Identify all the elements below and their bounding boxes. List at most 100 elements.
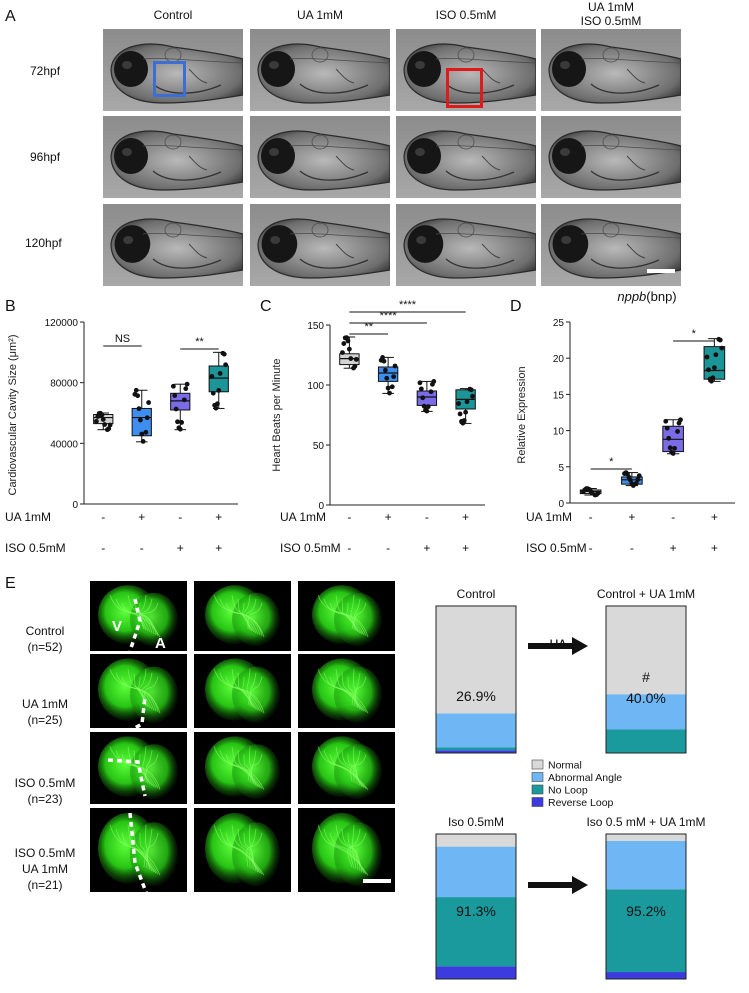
chart-d-point: [706, 367, 711, 373]
chart-d-ytick-label: 25: [553, 318, 565, 329]
treatment-label-iso: ISO 0.5mM: [280, 541, 341, 555]
bar-percentage-label: 40.0%: [626, 690, 666, 706]
chart-d-point: [709, 378, 714, 384]
legend-entry: Abnormal Angle: [548, 772, 622, 784]
chart-b-point: [133, 387, 139, 393]
chart-d-sig-label: *: [609, 456, 614, 468]
stack-segment-reverse-loop: [436, 966, 516, 979]
chart-b: Cardiovascular Cavity Size (μm²) 0 40000 8…: [7, 318, 238, 511]
treatment-label-ua: UA 1mM: [280, 510, 327, 524]
chart-c-point: [464, 399, 470, 405]
treatment-sign: -: [588, 541, 593, 555]
bar-title: Control: [457, 587, 496, 601]
treatment-sign: -: [671, 510, 676, 524]
chart-b-point: [172, 393, 178, 398]
iso-heart-highlight-box: [446, 68, 483, 108]
arrow-shaft: [528, 882, 574, 888]
chart-d-point: [675, 429, 680, 434]
chart-d-ytick-label: 5: [558, 463, 564, 474]
row-label-96hpf: 96hpf: [30, 150, 61, 164]
stack-segment-reverse-loop: [436, 750, 516, 753]
chart-b-sig-label: **: [195, 336, 204, 348]
chart-c-point: [468, 387, 474, 393]
chart-d-point: [717, 337, 723, 343]
bar-outline: [435, 833, 517, 980]
chart-c-point: [340, 350, 345, 355]
chart-d-box: [703, 346, 726, 380]
row-e-iso-l1: ISO 0.5mM: [14, 776, 76, 790]
chart-c-point: [352, 363, 358, 369]
larva-image: [396, 204, 536, 286]
chart-c-point: [346, 346, 352, 352]
chart-b-ytick-label: 0: [72, 500, 78, 511]
bar-outline: [605, 833, 687, 980]
chart-b-box: [208, 365, 229, 393]
stack-segment-no-loop: [436, 897, 516, 967]
chart-c-ytick-label: 100: [307, 381, 324, 392]
chart-b-point: [100, 417, 106, 422]
heart-confocal-image: [90, 654, 187, 728]
chart-b-point: [175, 419, 180, 425]
col-header-iso: ISO 0.5mM: [435, 8, 497, 22]
treatment-sign: +: [384, 510, 392, 524]
larva-image: [541, 204, 681, 286]
larva-image: [396, 116, 536, 198]
chart-d-ylabel: Relative Expression: [516, 366, 528, 463]
chart-d-point: [635, 477, 641, 482]
chart-b-point: [170, 383, 176, 389]
arrow-shaft: [528, 643, 574, 649]
larva-image: [541, 116, 681, 198]
chart-b-point: [135, 393, 141, 399]
stack-segment-no-loop: [606, 889, 686, 973]
control-heart-highlight-box: [153, 61, 186, 97]
col-header-ua-iso-line2: ISO 0.5mM: [580, 14, 642, 28]
chart-d-point: [626, 474, 632, 480]
chart-c-point: [392, 363, 398, 369]
bar-title: Iso 0.5 mM + UA 1mM: [586, 815, 705, 829]
treatment-sign: +: [462, 510, 470, 524]
chart-c-point: [380, 355, 385, 360]
chart-b-point: [221, 351, 227, 357]
treatment-sign: -: [386, 541, 391, 555]
stack-segment-reverse-loop: [606, 972, 686, 979]
chart-b-ytick-label: 120000: [45, 318, 79, 329]
chart-c-point: [470, 393, 475, 399]
treatment-sign: +: [462, 541, 470, 555]
treatment-label-iso: ISO 0.5mM: [5, 541, 66, 555]
chart-c-sig-label: ****: [380, 310, 398, 322]
larva-image: [250, 29, 390, 111]
stack-segment-no-loop: [606, 729, 686, 753]
heart-confocal-image: [194, 581, 291, 651]
treatment-sign: +: [628, 510, 636, 524]
chart-c-point: [431, 379, 437, 384]
larva-image: [103, 116, 243, 198]
col-header-ua-iso-line1: UA 1mM: [587, 0, 634, 14]
heart-confocal-image: [298, 808, 395, 892]
chart-d-point: [636, 473, 642, 479]
chart-c-ytick-label: 150: [307, 321, 324, 332]
treatment-sign: +: [215, 510, 223, 524]
chart-c-point: [382, 367, 388, 373]
chart-d-point: [678, 417, 683, 423]
chart-c-point: [424, 408, 430, 414]
col-header-ua: UA 1mM: [296, 8, 343, 22]
chart-c-point: [348, 356, 354, 361]
chart-b-point: [107, 422, 113, 428]
chart-b-ytick-label: 80000: [50, 379, 78, 390]
row-e-isoua-l3: (n=21): [27, 878, 63, 892]
chart-d-point: [711, 365, 717, 371]
chart-c-point: [420, 395, 426, 401]
chart-d-title: nppb(bnp): [617, 289, 676, 304]
chart-d-ytick-label: 20: [553, 354, 565, 365]
panel-e-label: E: [5, 575, 16, 592]
chart-d-point: [663, 418, 669, 424]
chart-c-point: [353, 356, 359, 362]
larva-image: [103, 204, 243, 286]
chart-b-sig-label: NS: [115, 333, 130, 345]
row-label-120hpf: 120hpf: [25, 236, 62, 250]
chart-b-point: [136, 406, 142, 412]
heart-confocal-image: [298, 581, 395, 651]
row-e-isoua-l1: ISO 0.5mM: [14, 846, 76, 860]
heart-confocal-image: [90, 581, 187, 651]
